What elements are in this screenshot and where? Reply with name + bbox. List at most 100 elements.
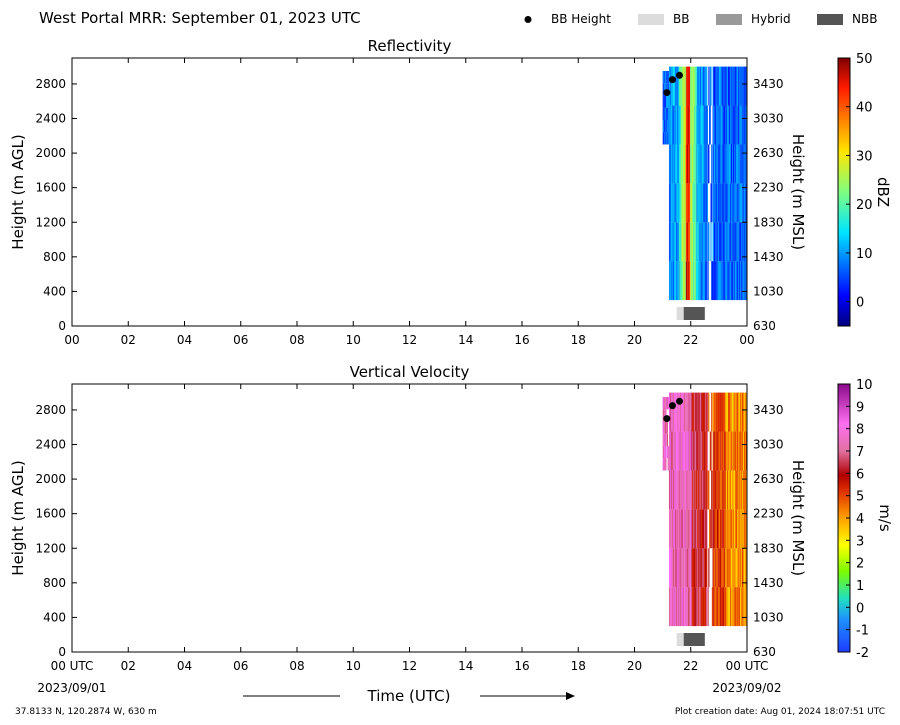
heatmap-cell (683, 261, 685, 301)
heatmap-cell (664, 445, 666, 459)
heatmap-cell (683, 144, 685, 184)
heatmap-cell (737, 509, 739, 549)
heatmap-cell (701, 222, 703, 262)
heatmap-cell (671, 587, 673, 627)
heatmap-cell (729, 431, 731, 471)
heatmap-cell (684, 587, 686, 627)
heatmap-cell (730, 222, 732, 262)
heatmap-cell (728, 261, 730, 301)
heatmap-cell (702, 222, 704, 262)
heatmap-cell (730, 392, 732, 432)
heatmap-cell (713, 144, 716, 184)
heatmap-cell (686, 144, 688, 184)
heatmap-cell (700, 548, 702, 588)
heatmap-cell (699, 470, 701, 510)
heatmap-cell (692, 392, 694, 432)
heatmap-cell (675, 222, 677, 262)
heatmap-cell (685, 392, 687, 432)
heatmap-cell (666, 70, 668, 84)
heatmap-cell (720, 548, 723, 588)
heatmap-cell (664, 83, 666, 96)
heatmap-cell (683, 509, 685, 549)
heatmap-cell (676, 392, 678, 432)
heatmap-cell (688, 470, 690, 510)
heatmap-cell (718, 509, 720, 549)
x-tick-label: 20 (627, 659, 642, 673)
heatmap-cell (678, 66, 680, 106)
y-tick-label: 0 (58, 319, 66, 333)
heatmap-cell (701, 261, 703, 301)
heatmap-cell (735, 144, 737, 184)
heatmap-cell (683, 105, 685, 145)
heatmap-cell (733, 66, 735, 106)
heatmap-cell (692, 183, 694, 223)
heatmap-cell (690, 509, 692, 549)
heatmap-cell (731, 105, 733, 145)
heatmap-cell (723, 548, 725, 588)
heatmap-cell (727, 587, 729, 627)
heatmap-cell (698, 587, 700, 627)
heatmap-cell (673, 587, 675, 627)
heatmap-cell (688, 144, 690, 184)
heatmap-cell (696, 261, 698, 301)
heatmap-cell (735, 509, 737, 549)
heatmap-cell (732, 66, 734, 106)
heatmap-cell (697, 470, 699, 510)
heatmap-cell (664, 107, 666, 120)
heatmap-cell (664, 83, 666, 96)
heatmap-cell (680, 66, 682, 106)
heatmap-cell (736, 548, 738, 588)
y2-tick-label: 630 (753, 319, 776, 333)
heatmap-cell (733, 144, 735, 184)
heatmap-cell (693, 261, 695, 301)
heatmap-cell (744, 261, 746, 301)
creation-date-text: Plot creation date: Aug 01, 2024 18:07:5… (675, 707, 885, 717)
heatmap-cell (697, 548, 699, 588)
heatmap-cell (670, 144, 672, 184)
heatmap-cell (716, 470, 718, 510)
heatmap-cell (678, 222, 680, 262)
heatmap-cell (679, 509, 681, 549)
heatmap-cell (701, 509, 703, 549)
heatmap-cell (699, 431, 701, 471)
heatmap-cell (739, 105, 741, 145)
heatmap-cell (728, 222, 730, 262)
heatmap-cell (682, 587, 684, 627)
heatmap-cell (719, 261, 721, 301)
heatmap-cell (705, 431, 707, 471)
heatmap-cell (741, 105, 743, 145)
heatmap-cell (720, 144, 723, 184)
heatmap-cell (728, 183, 730, 223)
heatmap-cell (694, 66, 696, 106)
colorbar-tick-label: 8 (856, 423, 864, 438)
heatmap-cell (712, 222, 714, 262)
heatmap-cell (668, 70, 670, 84)
heatmap-cell (712, 470, 714, 510)
legend-bb-height-marker (524, 16, 532, 23)
heatmap-cell (706, 183, 709, 223)
heatmap-cell (696, 548, 698, 588)
heatmap-cell (713, 222, 716, 262)
heatmap-cell (662, 132, 664, 145)
heatmap-cell (718, 587, 720, 627)
heatmap-cell (730, 144, 732, 184)
x-tick-label: 16 (514, 333, 529, 347)
heatmap-cell (687, 105, 689, 145)
heatmap-cell (693, 548, 695, 588)
heatmap-cell (721, 144, 723, 184)
heatmap-cell (664, 421, 666, 434)
heatmap-cell (715, 548, 717, 588)
heatmap-cell (727, 509, 729, 549)
heatmap-cell (683, 548, 685, 588)
y2-tick-label: 1030 (753, 284, 784, 298)
heatmap-cell (739, 431, 742, 471)
heatmap-cell (723, 183, 725, 223)
heatmap-cell (707, 144, 709, 184)
heatmap-cell (708, 222, 710, 262)
y2-tick-label: 3430 (753, 77, 784, 91)
heatmap-cell (709, 66, 711, 106)
x-tick-label: 18 (571, 659, 586, 673)
heatmap-cell (673, 548, 675, 588)
heatmap-cell (723, 431, 725, 471)
heatmap-cell (737, 548, 739, 588)
